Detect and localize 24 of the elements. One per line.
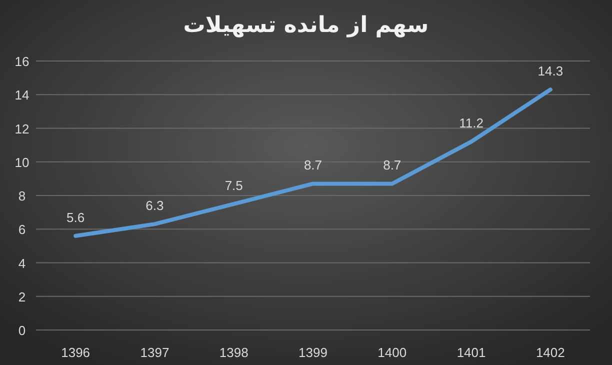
data-label: 6.3 bbox=[146, 198, 164, 214]
x-tick-label: 1402 bbox=[536, 345, 565, 360]
y-tick-label: 12 bbox=[14, 121, 30, 136]
data-label: 7.5 bbox=[224, 178, 243, 193]
x-tick-label: 1398 bbox=[219, 345, 248, 360]
y-tick-label: 2 bbox=[18, 289, 26, 304]
y-tick-label: 16 bbox=[14, 54, 30, 69]
x-tick-label: 1399 bbox=[298, 345, 328, 360]
data-label: 8.7 bbox=[383, 158, 402, 173]
x-tick-label: 1397 bbox=[140, 345, 170, 360]
y-tick-label: 8 bbox=[18, 188, 26, 204]
chart-title: سهم از مانده تسهیلات bbox=[183, 13, 429, 38]
y-tick-label: 10 bbox=[14, 154, 30, 170]
y-tick-label: 0 bbox=[18, 323, 26, 338]
data-label: 14.3 bbox=[538, 64, 564, 79]
data-label: 8.7 bbox=[304, 158, 322, 173]
y-tick-label: 4 bbox=[18, 256, 26, 271]
x-tick-label: 1396 bbox=[61, 345, 90, 360]
data-label: 11.2 bbox=[459, 116, 484, 131]
y-tick-label: 14 bbox=[14, 88, 30, 103]
x-tick-label: 1400 bbox=[378, 345, 407, 360]
data-label: 5.6 bbox=[66, 210, 85, 225]
x-tick-label: 1401 bbox=[456, 345, 486, 360]
y-tick-label: 6 bbox=[18, 222, 26, 238]
